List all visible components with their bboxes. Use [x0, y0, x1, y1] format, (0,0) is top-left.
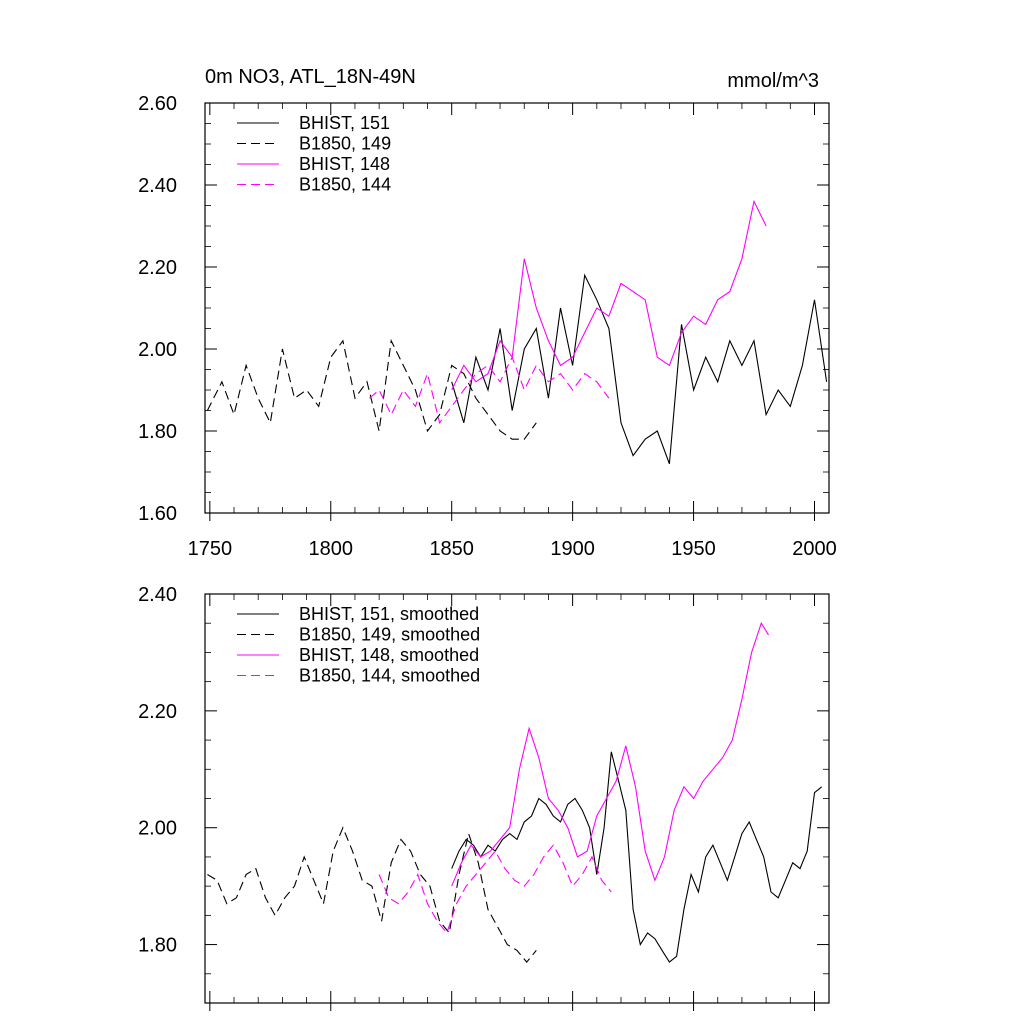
top-panel: 1750 1800 1850 1900 1950 2000 1.60 1.80 2.00 2.20…	[138, 66, 837, 560]
series-line-0	[451, 751, 823, 963]
y-tick-label: 2.20	[138, 257, 177, 279]
y-tick-label: 2.20	[138, 701, 177, 723]
y-tick-label: 1.60	[138, 503, 177, 525]
y-tick-label: 1.80	[138, 421, 177, 443]
legend-label: B1850, 144	[299, 175, 391, 195]
series-line-3	[369, 355, 610, 425]
x-tick-label: 1750	[188, 538, 233, 560]
x-tick-label: 2000	[792, 538, 837, 560]
x-tick-label: 1850	[429, 538, 474, 560]
x-tick-label: 1900	[550, 538, 595, 560]
legend-label: B1850, 149	[299, 134, 391, 154]
x-tick-label: 1800	[309, 538, 354, 560]
series-line-0	[451, 273, 828, 464]
series-line-2	[451, 621, 769, 887]
series-line-3	[378, 844, 612, 935]
units-label: mmol/m^3	[727, 70, 819, 92]
legend-label: BHIST, 151, smoothed	[299, 604, 479, 624]
y-tick-label: 2.60	[138, 93, 177, 115]
legend-label: BHIST, 148	[299, 154, 390, 174]
chart-title: 0m NO3, ATL_18N-49N	[205, 66, 416, 88]
series-line-1	[206, 338, 537, 440]
legend-label: B1850, 144, smoothed	[299, 666, 480, 686]
legend-label: B1850, 149, smoothed	[299, 625, 480, 645]
series-line-2	[451, 199, 767, 391]
y-tick-label: 2.00	[138, 818, 177, 840]
y-tick-label: 2.40	[138, 584, 177, 606]
x-tick-label: 1950	[671, 538, 716, 560]
series-line-1	[207, 826, 537, 963]
legend-label: BHIST, 148, smoothed	[299, 645, 479, 665]
legend-label: BHIST, 151	[299, 113, 390, 133]
y-tick-label: 1.80	[138, 935, 177, 957]
y-tick-label: 2.00	[138, 339, 177, 361]
y-tick-label: 2.40	[138, 175, 177, 197]
